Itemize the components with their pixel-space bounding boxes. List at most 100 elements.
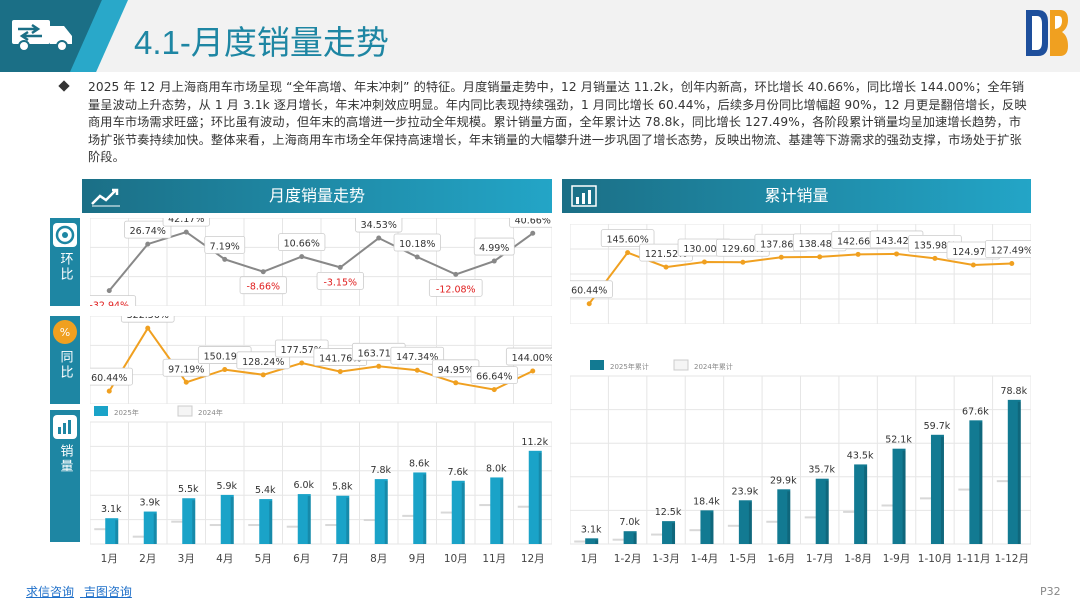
legend-label-2025: 2025年累计 <box>610 362 649 371</box>
chart-icon <box>53 415 77 439</box>
bar-2025 <box>259 499 273 544</box>
data-label-box <box>473 237 515 256</box>
data-label: 60.44% <box>91 373 127 384</box>
right-panel-header: 累计销量 <box>562 179 1031 213</box>
footer-link-jitu[interactable]: 吉图咨询 <box>83 585 132 599</box>
bar-2024 <box>325 524 338 527</box>
data-label: 60.44% <box>571 286 607 297</box>
x-tick-label: 9月 <box>409 553 426 565</box>
data-point <box>663 264 669 270</box>
x-tick-label: 8月 <box>370 553 387 565</box>
bar-2025 <box>777 489 791 544</box>
bar-2025-shade <box>1017 401 1021 544</box>
data-point <box>817 254 823 260</box>
data-point <box>491 387 497 393</box>
data-point <box>414 367 420 373</box>
bar-value-label: 23.9k <box>732 486 759 497</box>
x-tick-label: 1-7月 <box>806 553 834 565</box>
intro-paragraph: 2025 年 12 月上海商用车市场呈现 “全年高增、年末冲刺” 的特征。月度销… <box>88 80 1027 164</box>
bar-2025-shade <box>748 502 752 544</box>
data-label-box <box>239 276 287 295</box>
data-label: 145.60% <box>606 235 648 246</box>
x-tick-label: 2月 <box>139 553 156 565</box>
footer-link-qiuxin[interactable]: 求信咨询 <box>26 585 75 599</box>
top-banner <box>0 0 1080 72</box>
bar-2025 <box>1007 399 1021 544</box>
target-icon <box>53 223 77 247</box>
data-point <box>453 271 459 277</box>
bar-value-label: 3.1k <box>581 524 602 535</box>
data-label: 135.98% <box>914 240 956 251</box>
bar-2025 <box>105 518 119 544</box>
data-label: 7.19% <box>210 241 240 252</box>
data-label: 177.57% <box>281 345 323 356</box>
x-tick-label: 1月 <box>581 553 598 565</box>
bar-2025-shade <box>153 513 157 544</box>
bar-2025 <box>528 450 542 544</box>
left-panel-header: 月度销量走势 <box>82 179 552 213</box>
data-point <box>491 258 497 264</box>
data-label: 144.00% <box>512 353 552 364</box>
mom-line-chart: -32.94% 26.74%42.17% 7.19% -8.66% 10.66% -3.1… <box>90 218 552 306</box>
bar-2025 <box>662 521 676 544</box>
bar-value-label: 5.4k <box>255 485 276 496</box>
bar-2024 <box>958 488 971 491</box>
bar-value-label: 59.7k <box>924 421 951 432</box>
bar-2025 <box>143 511 157 544</box>
bar-2025-shade <box>633 533 637 544</box>
data-label-box <box>470 366 518 385</box>
series-line <box>108 230 534 292</box>
data-label: 94.95% <box>438 365 474 376</box>
bar-2025-shade <box>902 450 906 544</box>
data-point <box>376 235 382 241</box>
data-label: 130.00% <box>683 244 725 255</box>
data-point <box>530 230 536 236</box>
data-point <box>260 269 266 275</box>
bar-2024 <box>94 528 107 531</box>
bar-value-label: 8.6k <box>409 458 430 469</box>
data-label-box <box>162 358 210 377</box>
bar-2025 <box>854 464 868 544</box>
data-label: 150.19% <box>204 352 246 363</box>
legend-label-2024: 2024年累计 <box>694 362 733 371</box>
footer-links: 求信咨询 吉图咨询 <box>26 583 138 600</box>
left-panel-title: 月度销量走势 <box>268 186 365 205</box>
data-label: 40.66% <box>515 218 551 226</box>
bar-2025-shade <box>384 481 388 544</box>
bar-2024 <box>286 525 299 528</box>
bar-2024 <box>440 511 453 514</box>
cumulative-yoy-line-chart: 60.44% 145.60% 121.52%130.00%129.60%137.86… <box>570 224 1031 324</box>
bar-2025-shade <box>825 480 829 544</box>
bar-value-label: 7.8k <box>370 465 391 476</box>
data-point <box>530 368 536 374</box>
data-point <box>855 251 861 257</box>
bar-value-label: 78.8k <box>1000 386 1027 397</box>
data-label: 127.49% <box>991 246 1031 257</box>
bar-2025-shade <box>423 474 427 544</box>
data-point <box>1009 261 1015 267</box>
data-label-box <box>278 233 326 252</box>
bar-2025 <box>220 494 234 544</box>
data-label-box <box>570 280 613 299</box>
data-point <box>625 250 631 256</box>
bar-2025 <box>451 480 465 544</box>
x-tick-label: 1-8月 <box>844 553 872 565</box>
data-label: 26.74% <box>130 226 166 237</box>
page-title: 4.1-月度销量走势 <box>134 24 389 61</box>
legend-label-2024: 2024年 <box>198 408 223 417</box>
data-label: 142.66% <box>837 236 879 247</box>
data-point <box>337 264 343 270</box>
bar-value-label: 43.5k <box>847 450 874 461</box>
data-point <box>337 369 343 375</box>
bar-2024 <box>804 516 817 519</box>
data-point <box>145 325 151 331</box>
bar-2025 <box>623 531 637 544</box>
data-label: 137.86% <box>760 239 802 250</box>
x-tick-label: 6月 <box>293 553 310 565</box>
bar-value-label: 6.0k <box>293 480 314 491</box>
bar-value-label: 3.9k <box>139 498 160 509</box>
bar-2024 <box>996 480 1009 483</box>
bar-2025 <box>413 472 427 544</box>
bar-2024 <box>919 497 932 500</box>
page-number: P32 <box>1040 585 1061 598</box>
